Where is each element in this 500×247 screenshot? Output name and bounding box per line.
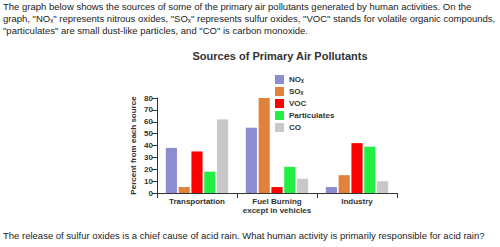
html-text:The release of sulfur oxides i: The release of sulfur oxides is a chief … [3, 230, 485, 241]
html-text:The graph below shows the sour: The graph below shows the sources of som… [3, 1, 496, 36]
svg-text:Percent from each source: Percent from each source [129, 96, 138, 195]
svg-text:Sources of Primary Air Polluta: Sources of Primary Air Pollutants [192, 50, 367, 62]
svg-text:except in vehicles: except in vehicles [243, 206, 312, 215]
svg-text:20: 20 [144, 165, 153, 174]
svg-text:60: 60 [144, 117, 153, 126]
svg-text:30: 30 [144, 153, 153, 162]
svg-text:Fuel Burning: Fuel Burning [252, 197, 301, 206]
svg-text:0: 0 [149, 189, 154, 198]
svg-text:Particulates: Particulates [289, 111, 335, 120]
svg-text:Industry: Industry [341, 197, 373, 206]
svg-text:50: 50 [144, 129, 153, 138]
svg-text:10: 10 [144, 177, 153, 186]
svg-text:VOC: VOC [289, 99, 307, 108]
svg-text:NOₓ: NOₓ [289, 75, 304, 84]
svg-text:80: 80 [144, 94, 153, 103]
svg-text:70: 70 [144, 105, 153, 114]
svg-text:CO: CO [289, 123, 301, 132]
svg-text:40: 40 [144, 141, 153, 150]
svg-text:SOₓ: SOₓ [289, 87, 304, 96]
svg-text:Transportation: Transportation [169, 197, 225, 206]
